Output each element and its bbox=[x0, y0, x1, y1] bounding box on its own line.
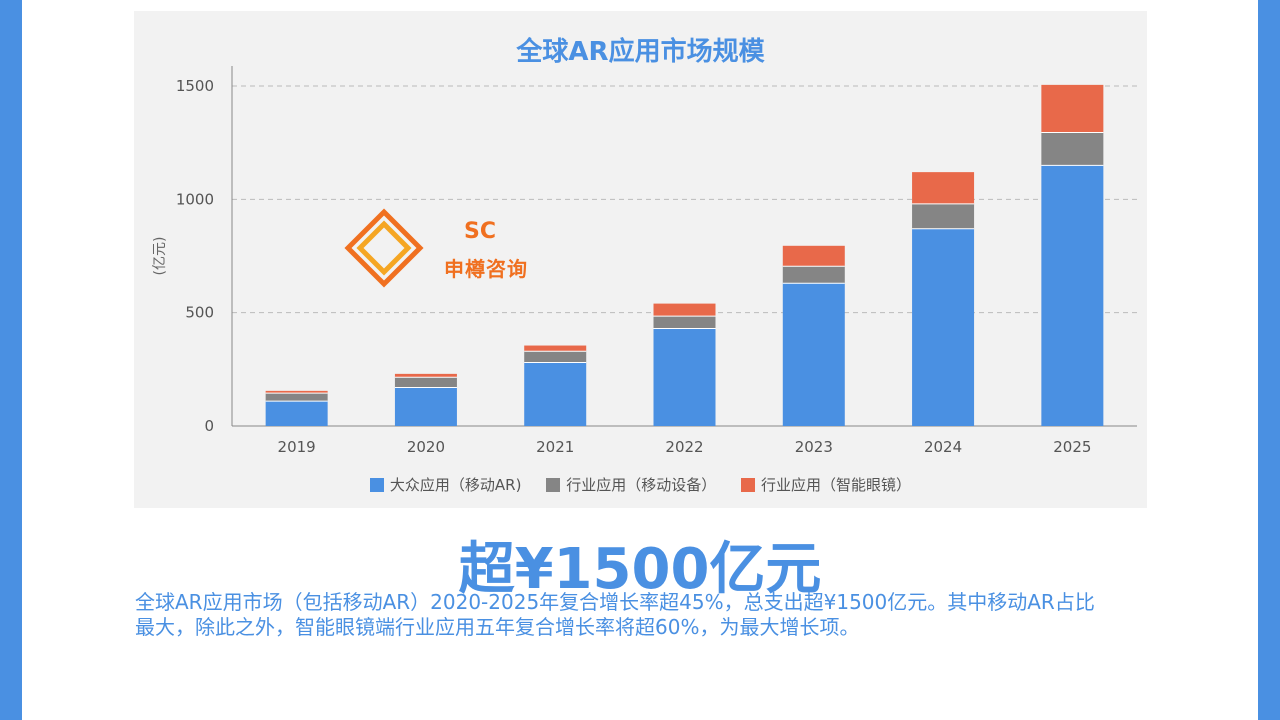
bar-segment bbox=[912, 228, 975, 426]
legend-item-smart-glasses: 行业应用（智能眼镜） bbox=[741, 474, 911, 495]
left-accent-bar bbox=[0, 0, 22, 720]
y-tick-label: 1000 bbox=[176, 190, 214, 208]
bar-segment bbox=[1041, 132, 1104, 166]
legend-item-consumer: 大众应用（移动AR) bbox=[369, 474, 522, 495]
chart-title: 全球AR应用市场规模 bbox=[516, 37, 765, 67]
bar-segment bbox=[653, 303, 716, 317]
bar-segment bbox=[394, 377, 457, 388]
y-tick-label: 0 bbox=[204, 417, 214, 435]
bar-segment bbox=[394, 373, 457, 378]
description-line-1: 全球AR应用市场（包括移动AR）2020-2025年复合增长率超45%，总支出超… bbox=[135, 590, 1095, 614]
bar-chart: 0 500 1000 1500 (亿元) 2019 2020 2021 2022 2023 2024… bbox=[152, 66, 1137, 456]
bar-segment bbox=[524, 351, 587, 363]
bar-segment bbox=[912, 203, 975, 229]
legend-label: 大众应用（移动AR) bbox=[389, 476, 522, 494]
bar-segment bbox=[782, 283, 845, 426]
x-tick-label: 2021 bbox=[536, 438, 574, 456]
logo-text: 申樽咨询 bbox=[444, 257, 528, 281]
right-accent-bar bbox=[1258, 0, 1280, 720]
bar-segment bbox=[265, 393, 328, 402]
bar-segment bbox=[1041, 165, 1104, 427]
headline-number: 超¥1500亿元 bbox=[458, 537, 822, 602]
bar-segment bbox=[912, 172, 975, 204]
bar-segment bbox=[782, 266, 845, 284]
y-axis-label: (亿元) bbox=[152, 237, 168, 276]
x-tick-label: 2019 bbox=[278, 438, 316, 456]
x-tick-label: 2023 bbox=[795, 438, 833, 456]
bar-segment bbox=[394, 387, 457, 426]
legend-label: 行业应用（移动设备） bbox=[566, 476, 717, 494]
bar-segment bbox=[653, 328, 716, 426]
bar-segment bbox=[653, 316, 716, 329]
bar-segment bbox=[782, 245, 845, 267]
description-line-2: 最大，除此之外，智能眼镜端行业应用五年复合增长率将超60%，为最大增长项。 bbox=[135, 615, 860, 639]
bar-segment bbox=[265, 401, 328, 426]
bar-segment bbox=[1041, 84, 1104, 133]
x-tick-label: 2022 bbox=[665, 438, 703, 456]
legend-swatch-blue bbox=[369, 478, 384, 492]
legend-swatch-gray bbox=[546, 478, 561, 492]
bar-segment bbox=[265, 390, 328, 394]
x-tick-label: 2024 bbox=[924, 438, 962, 456]
chart-legend: 大众应用（移动AR) 行业应用（移动设备） 行业应用（智能眼镜） bbox=[134, 474, 1147, 495]
x-tick-label: 2020 bbox=[407, 438, 445, 456]
company-logo bbox=[344, 208, 424, 288]
legend-item-mobile-device: 行业应用（移动设备） bbox=[546, 474, 716, 495]
bar-segment bbox=[524, 362, 587, 426]
legend-swatch-orange bbox=[741, 478, 756, 492]
y-tick-label: 1500 bbox=[176, 77, 214, 95]
bar-segment bbox=[524, 345, 587, 352]
y-tick-label: 500 bbox=[185, 304, 214, 322]
chart-panel: 全球AR应用市场规模 0 500 1000 1500 (亿元) 2019 2020 2021 2… bbox=[134, 11, 1147, 508]
x-tick-label: 2025 bbox=[1053, 438, 1091, 456]
logo-mark: SC bbox=[464, 219, 496, 244]
legend-label: 行业应用（智能眼镜） bbox=[761, 476, 912, 494]
description-text: 全球AR应用市场（包括移动AR）2020-2025年复合增长率超45%，总支出超… bbox=[135, 590, 1215, 640]
